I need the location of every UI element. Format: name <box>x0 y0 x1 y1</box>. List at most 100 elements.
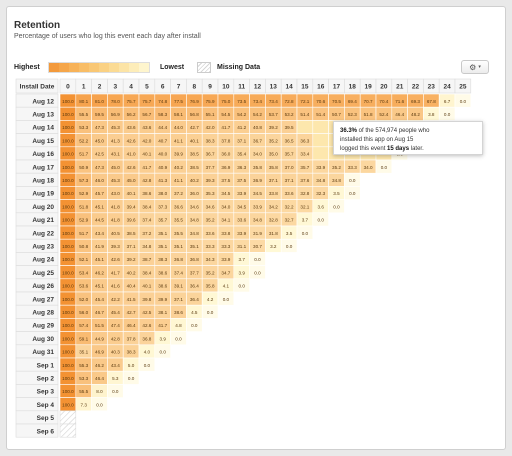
heatmap-cell[interactable] <box>312 120 329 134</box>
heatmap-cell-value: 37.8 <box>221 138 230 143</box>
settings-button[interactable]: ⚙ ▾ <box>461 60 489 74</box>
heatmap-cell-value: 75.7 <box>127 99 136 104</box>
row-label: Sep 3 <box>37 389 55 396</box>
heatmap-cell[interactable] <box>438 106 456 121</box>
heatmap-cell-value: 51.8 <box>364 112 373 117</box>
heatmap-cell-value: 44.5 <box>95 218 104 223</box>
heatmap-cell-value: 36.4 <box>190 284 199 289</box>
heatmap-cell-value: 36.3 <box>300 138 309 143</box>
heatmap-cell-value: 47.4 <box>111 323 120 328</box>
heatmap-cell-value: 0.0 <box>254 257 261 262</box>
heatmap-cell-value: 100.0 <box>62 165 74 170</box>
heatmap-cell-value: 42.7 <box>190 125 199 130</box>
row-label: Sep 1 <box>37 362 55 369</box>
missing-cell <box>59 410 77 425</box>
heatmap-cell[interactable] <box>217 291 235 306</box>
heatmap-cell-value: 74.8 <box>158 99 167 104</box>
heatmap-cell-value: 33.3 <box>348 165 357 170</box>
heatmap-cell-value: 34.0 <box>364 165 373 170</box>
heatmap-cell[interactable] <box>454 93 472 108</box>
heatmap-cell[interactable] <box>296 120 314 134</box>
heatmap-cell[interactable] <box>201 304 219 319</box>
chevron-down-icon: ▾ <box>478 64 481 70</box>
heatmap-cell-value: 59.5 <box>95 112 104 117</box>
heatmap-cell[interactable] <box>296 225 314 240</box>
row-label: Aug 26 <box>32 283 54 290</box>
row-label: Aug 16 <box>32 151 54 158</box>
heatmap-cell[interactable] <box>154 344 171 359</box>
heatmap-cell-value: 100.0 <box>62 402 74 407</box>
heatmap-cell[interactable] <box>107 384 124 398</box>
heatmap-cell-value: 100.0 <box>62 125 74 130</box>
legend-highest: Highest <box>14 64 40 71</box>
heatmap-cell-value: 36.7 <box>253 138 262 143</box>
heatmap-cell-value: 100.0 <box>62 350 74 355</box>
heatmap-cell[interactable] <box>170 331 187 346</box>
heatmap-cell-value: 32.1 <box>300 204 309 209</box>
heatmap-cell-value: 0.0 <box>444 112 451 117</box>
heatmap-cell-value: 35.1 <box>158 231 167 236</box>
heatmap-cell-value: 41.0 <box>127 152 136 157</box>
heatmap-cell[interactable] <box>375 159 393 174</box>
heatmap-cell-value: 41.6 <box>111 284 120 289</box>
heatmap-cell-value: 81.0 <box>95 99 104 104</box>
column-header-label: 1 <box>82 84 86 91</box>
heatmap-cell-value: 3.2 <box>270 244 277 249</box>
heatmap-cell-value: 56.7 <box>142 112 151 117</box>
heatmap-cell-value: 7.3 <box>81 402 88 407</box>
heatmap-cell-value: 39.9 <box>174 152 183 157</box>
heatmap-cell[interactable] <box>328 199 345 214</box>
heatmap-cell[interactable] <box>91 397 108 412</box>
heatmap-cell-value: 39.1 <box>174 284 183 289</box>
heatmap-cell[interactable] <box>344 186 361 200</box>
heatmap-cell-value: 3.5 <box>286 231 293 236</box>
legend-swatch <box>89 63 99 72</box>
heatmap-cell-value: 33.9 <box>253 204 262 209</box>
heatmap-cell[interactable] <box>233 278 250 293</box>
panel-title: Retention <box>14 20 61 31</box>
heatmap-cell-value: 0.0 <box>112 389 119 394</box>
heatmap-cell-value: 41.1 <box>174 138 183 143</box>
heatmap-cell-value: 56.9 <box>111 112 120 117</box>
heatmap-cell-value: 33.6 <box>285 191 294 196</box>
heatmap-cell-value: 34.6 <box>190 204 199 209</box>
legend-swatch <box>69 63 79 72</box>
heatmap-cell-value: 40.2 <box>127 270 136 275</box>
heatmap-cell-value: 51.7 <box>79 152 88 157</box>
heatmap-cell-value: 43.4 <box>95 231 104 236</box>
heatmap-cell[interactable] <box>312 146 329 161</box>
heatmap-cell-value: 54.2 <box>237 112 246 117</box>
heatmap-cell-value: 41.2 <box>237 125 246 130</box>
heatmap-cell[interactable] <box>186 318 203 332</box>
heatmap-cell-value: 36.9 <box>221 165 230 170</box>
heatmap-cell[interactable] <box>280 238 298 253</box>
heatmap-cell-value: 100.0 <box>62 363 74 368</box>
legend-swatch <box>49 63 59 72</box>
heatmap-cell-value: 37.5 <box>237 178 246 183</box>
row-label: Aug 13 <box>32 112 54 119</box>
heatmap-cell[interactable] <box>138 357 156 372</box>
heatmap-cell-value: 36.0 <box>190 191 199 196</box>
heatmap-cell-value: 40.5 <box>111 231 120 236</box>
heatmap-cell[interactable] <box>249 265 266 280</box>
heatmap-cell[interactable] <box>122 370 140 385</box>
heatmap-cell-value: 38.5 <box>190 152 199 157</box>
heatmap-cell-value: 100.0 <box>62 270 74 275</box>
heatmap-cell-value: 4.2 <box>207 297 214 302</box>
row-label: Aug 27 <box>32 296 54 303</box>
legend-missing: Missing Data <box>217 64 261 71</box>
heatmap-cell-value: 3.9 <box>160 336 167 341</box>
heatmap-cell-value: 4.0 <box>144 350 151 355</box>
row-label: Aug 22 <box>32 230 54 237</box>
column-header-label: 3 <box>113 84 117 91</box>
heatmap-cell[interactable] <box>312 212 329 227</box>
heatmap-cell-value: 57.3 <box>79 178 88 183</box>
heatmap-cell-value: 41.5 <box>127 297 136 302</box>
heatmap-cell-value: 45.3 <box>111 178 120 183</box>
heatmap-cell[interactable] <box>312 133 329 148</box>
heatmap-cell-value: 42.2 <box>111 297 120 302</box>
legend-swatch <box>59 63 69 72</box>
heatmap-cell-value: 34.1 <box>221 218 230 223</box>
heatmap-cell-value: 42.0 <box>206 125 215 130</box>
column-header-label: 14 <box>285 84 293 91</box>
